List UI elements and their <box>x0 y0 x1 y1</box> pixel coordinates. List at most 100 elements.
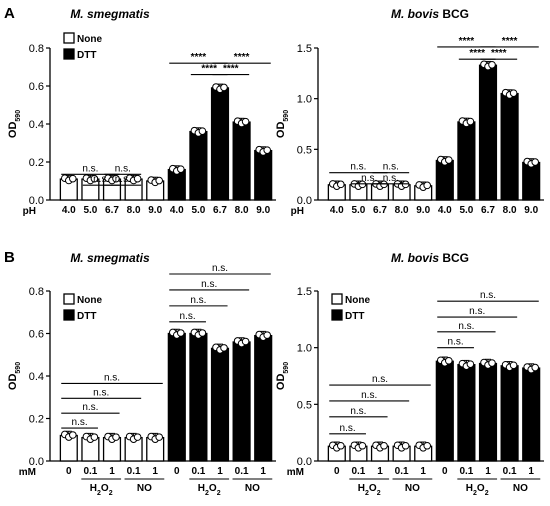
x-tick-label: 8.0 <box>395 205 409 216</box>
group-label-main: H <box>358 483 365 494</box>
chart-title-strain: BCG <box>442 251 469 265</box>
data-point <box>112 174 120 183</box>
group-label-tail: O <box>369 483 377 494</box>
x-tick-label: 1 <box>152 466 158 477</box>
bar <box>478 362 498 462</box>
significance-label: **** <box>234 52 250 63</box>
group-label-main: H <box>198 483 205 494</box>
significance-label: n.s. <box>340 423 356 434</box>
data-point <box>337 441 345 450</box>
y-axis-label: OD590 <box>275 110 290 138</box>
x-tick-label: 1 <box>217 466 223 477</box>
significance-label: n.s. <box>104 372 120 383</box>
bar <box>457 121 476 201</box>
group-label-sub: 2 <box>473 490 477 497</box>
significance-label: n.s. <box>82 163 98 174</box>
y-axis-label-sub: 590 <box>283 362 290 374</box>
y-tick-label: 0.4 <box>29 371 44 383</box>
significance-label: n.s. <box>350 162 366 173</box>
group-label: NO <box>245 483 260 494</box>
group-label: H2O2 <box>466 483 489 497</box>
x-tick-label: 0.1 <box>83 466 97 477</box>
x-tick-label: 8.0 <box>127 205 141 216</box>
x-tick-label: 0 <box>442 466 448 477</box>
y-axis-label-main: OD <box>275 374 287 391</box>
data-point <box>445 356 453 365</box>
group-label-main: NO <box>137 483 152 494</box>
data-point <box>466 117 475 126</box>
data-point <box>488 359 496 367</box>
significance-label: **** <box>459 36 475 47</box>
legend-label-none: None <box>345 295 370 306</box>
chart-4: M. bovis BCG 0.0 0.5 1.0 1.5 OD590 mM 0 0.1 1 0.1 1… <box>275 251 544 497</box>
bar <box>210 87 230 201</box>
y-tick-label: 0.0 <box>29 195 44 207</box>
x-tick-label: 0 <box>334 466 340 477</box>
group-label-main: H <box>466 483 473 494</box>
y-axis-label: OD590 <box>7 362 22 390</box>
data-point <box>133 433 142 441</box>
significance-label: n.s. <box>480 290 496 301</box>
x-tick-label: 0.1 <box>395 466 409 477</box>
significance-label: n.s. <box>448 337 464 348</box>
significance-label: n.s. <box>82 402 98 413</box>
chart-title: M. bovis BCG <box>391 251 469 265</box>
data-point <box>488 60 496 69</box>
x-tick-label: 6.7 <box>373 205 387 216</box>
group-label-sub: 2 <box>97 490 101 497</box>
group-label: NO <box>513 483 528 494</box>
significance-label: **** <box>191 52 207 63</box>
y-tick-label: 1.5 <box>297 43 312 55</box>
significance-label: **** <box>469 48 485 59</box>
group-label-tail-sub: 2 <box>217 490 221 497</box>
y-axis-label-sub: 590 <box>15 362 22 374</box>
x-tick-label: 4.0 <box>170 205 184 216</box>
group-label-sub: 2 <box>365 490 369 497</box>
chart-1: M. smegmatis 0.0 0.2 0.4 0.6 0.8 OD590 pH 4.0 5.0… <box>7 7 276 217</box>
chart-title-species: M. bovis <box>391 251 442 265</box>
data-point <box>423 441 432 450</box>
bar <box>210 347 230 462</box>
group-label-tail-sub: 2 <box>377 490 381 497</box>
x-tick-label: 5.0 <box>459 205 473 216</box>
group-label: H2O2 <box>358 483 381 497</box>
chart-title-species: M. bovis <box>391 7 442 21</box>
x-tick-label: 0.1 <box>235 466 249 477</box>
x-axis-prefix: pH <box>23 206 36 217</box>
significance-label: n.s. <box>180 311 196 322</box>
significance-label: n.s. <box>72 417 88 428</box>
y-axis-label-main: OD <box>7 122 19 139</box>
bar <box>189 332 208 462</box>
data-point <box>401 180 410 189</box>
bar <box>478 64 498 201</box>
legend-swatch-none <box>331 293 343 305</box>
significance-label: n.s. <box>361 390 377 401</box>
significance-label: n.s. <box>212 263 228 274</box>
data-point <box>531 363 540 372</box>
x-tick-label: 4.0 <box>438 205 452 216</box>
y-tick-label: 0.6 <box>29 329 44 341</box>
significance-label: n.s. <box>350 406 366 417</box>
group-label-main: H <box>90 483 97 494</box>
legend-swatch-dtt <box>331 309 343 321</box>
x-tick-label: 0.1 <box>459 466 473 477</box>
x-tick-label: 5.0 <box>191 205 205 216</box>
data-point <box>466 360 475 368</box>
data-point <box>90 174 99 183</box>
data-point <box>198 127 207 135</box>
data-point <box>263 331 272 339</box>
group-label-main: NO <box>405 483 420 494</box>
x-tick-label: 9.0 <box>148 205 162 216</box>
legend-label-dtt: DTT <box>345 311 364 322</box>
x-tick-label: 4.0 <box>330 205 344 216</box>
x-tick-label: 1 <box>420 466 426 477</box>
x-tick-label: 0 <box>66 466 72 477</box>
data-point <box>177 329 185 337</box>
data-point <box>380 180 388 189</box>
y-tick-label: 1.0 <box>297 343 312 355</box>
chart-title: M. smegmatis <box>70 251 150 265</box>
x-tick-label: 8.0 <box>235 205 249 216</box>
